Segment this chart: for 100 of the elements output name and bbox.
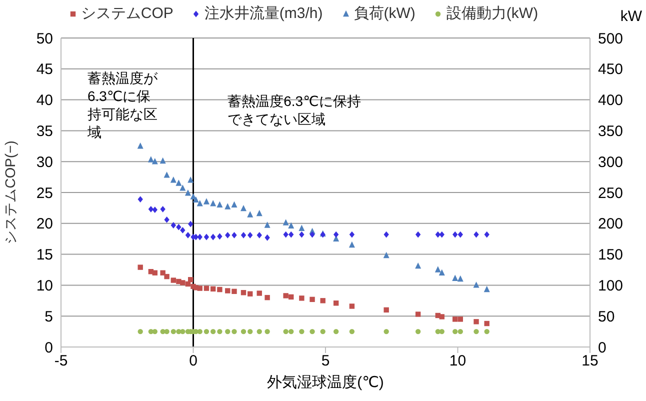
point [240, 290, 246, 296]
point [170, 278, 176, 283]
point [160, 270, 166, 276]
y-tick-label: 30 [36, 154, 53, 171]
point [138, 328, 143, 334]
point [170, 222, 176, 228]
point [152, 206, 158, 214]
point [138, 264, 143, 270]
point [196, 200, 203, 206]
y2-tick-label: 200 [598, 216, 624, 233]
point [256, 328, 262, 334]
point [310, 231, 315, 238]
point [248, 291, 253, 296]
point [164, 328, 170, 334]
point [439, 328, 444, 334]
y-tick-label: 5 [44, 308, 53, 326]
y2-tick-label: 250 [598, 184, 624, 202]
point [452, 231, 458, 238]
point [264, 222, 270, 228]
point [438, 269, 445, 276]
point [384, 307, 389, 313]
point [188, 277, 194, 282]
y-axis-title: システムCOP(−) [2, 140, 18, 244]
point [256, 290, 262, 296]
point [439, 231, 444, 238]
point [288, 294, 294, 300]
point [452, 328, 458, 334]
point [184, 190, 191, 196]
point [204, 328, 210, 334]
point [383, 252, 390, 258]
point [264, 294, 270, 300]
point [160, 157, 166, 164]
y2-tick-label: 450 [598, 61, 624, 78]
annotation: 蓄熱温度が6.3℃に保持可能な区域 [87, 68, 158, 141]
point [210, 234, 216, 240]
point [232, 232, 237, 238]
legend-label: 設備動力(kW) [445, 4, 538, 23]
x-tick-label: 0 [189, 352, 198, 370]
point [240, 328, 246, 334]
point [452, 316, 458, 322]
point [225, 288, 230, 294]
y2-tick-label: 150 [598, 246, 624, 264]
point [180, 328, 186, 334]
point [415, 262, 422, 269]
point [247, 211, 254, 218]
y2-tick-label: 0 [598, 339, 606, 356]
point [348, 241, 355, 248]
y2-tick-label: 100 [598, 278, 624, 295]
point [152, 328, 158, 334]
point [240, 204, 247, 212]
point [283, 328, 288, 334]
point [204, 234, 210, 240]
y2-tick-label: 400 [598, 92, 624, 110]
point [170, 328, 176, 334]
point [152, 270, 158, 276]
y2-tick-label: 50 [598, 308, 615, 326]
point [288, 231, 294, 238]
point [164, 172, 170, 178]
point [217, 233, 222, 240]
point [484, 231, 490, 238]
point [474, 231, 479, 238]
point [180, 227, 186, 234]
point [320, 298, 326, 304]
point [288, 222, 294, 228]
point [457, 275, 464, 282]
y-tick-label: 10 [36, 278, 53, 295]
point [204, 286, 210, 291]
x-tick-label: 5 [321, 352, 330, 370]
y2-tick-label: 500 [598, 30, 624, 48]
point [310, 328, 315, 334]
point [435, 231, 441, 238]
point [164, 274, 170, 280]
x-tick-label: -5 [54, 352, 68, 370]
point [458, 328, 463, 334]
point [256, 232, 262, 238]
point [188, 220, 194, 228]
point [299, 296, 304, 301]
point [349, 304, 355, 309]
legend-label: システムCOP [80, 4, 174, 23]
point [210, 328, 216, 334]
point [484, 328, 490, 334]
point [217, 286, 222, 292]
annotation: 蓄熱温度6.3℃に保持できてない区域 [228, 92, 362, 128]
point [197, 328, 202, 334]
point [384, 231, 389, 238]
legend-label: 注水井流量(m3/h) [203, 4, 323, 23]
point [148, 206, 154, 212]
point [192, 196, 199, 203]
point [160, 206, 166, 212]
point [264, 328, 270, 334]
legend-label: 負荷(kW) [352, 4, 416, 23]
point [458, 316, 463, 322]
point [299, 328, 304, 334]
point [415, 231, 421, 238]
point [473, 282, 480, 288]
y-tick-label: 0 [44, 339, 53, 356]
point [415, 312, 421, 317]
point [203, 198, 210, 204]
point [439, 314, 444, 320]
point [210, 286, 216, 292]
